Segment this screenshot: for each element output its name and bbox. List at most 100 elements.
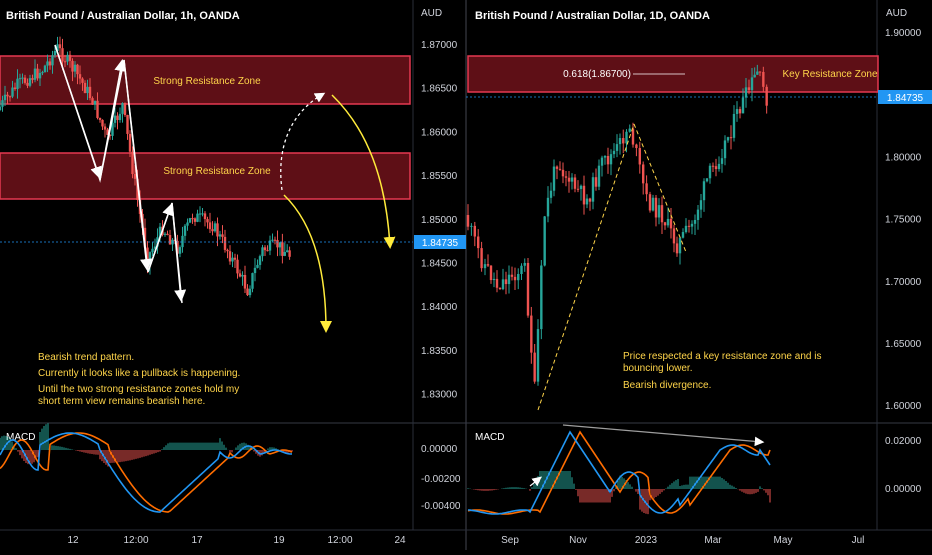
candle — [765, 86, 768, 106]
candle — [466, 215, 470, 227]
tick-label: 0.02000 — [885, 436, 922, 447]
candle — [103, 126, 107, 130]
candle — [8, 96, 12, 98]
candle — [735, 109, 739, 114]
candle — [228, 251, 232, 262]
candle — [549, 190, 553, 198]
candle — [660, 205, 664, 223]
candle — [226, 249, 229, 252]
candle — [615, 144, 619, 151]
left-macd-label: MACD — [6, 432, 35, 443]
candle — [188, 218, 192, 223]
tick-label: 1.84000 — [421, 302, 458, 313]
candle — [669, 218, 673, 229]
tick-label: 1.87000 — [421, 40, 458, 51]
candle — [206, 219, 209, 223]
candle — [0, 106, 2, 110]
left-price-tag-text: 1.84735 — [422, 238, 459, 249]
candle — [151, 248, 154, 253]
candle — [38, 72, 42, 79]
tick-label: 1.86500 — [421, 84, 458, 95]
candle — [597, 165, 601, 187]
candle — [501, 279, 505, 290]
candle — [76, 64, 79, 75]
candle — [498, 287, 502, 290]
right-macd-axis: 0.02000 0.00000 — [885, 436, 922, 495]
candle — [213, 223, 217, 232]
candle — [16, 78, 19, 89]
resistance-zone-1-label: Strong Resistance Zone — [153, 76, 261, 87]
candle — [278, 242, 282, 248]
left-y-axis: 1.87000 1.86500 1.86000 1.85500 1.85000 1.845… — [421, 40, 458, 401]
candle — [101, 119, 104, 127]
candle — [681, 232, 685, 238]
candle — [495, 278, 499, 288]
candle — [46, 61, 49, 66]
candle — [523, 262, 526, 266]
candle — [473, 225, 476, 237]
candle — [480, 248, 483, 269]
candle — [66, 54, 69, 62]
candle — [693, 219, 697, 224]
candle — [638, 148, 641, 165]
left-x-axis: 12 12:00 17 19 12:00 24 — [67, 535, 406, 546]
candle — [253, 267, 257, 274]
candle — [63, 61, 67, 63]
candle — [690, 223, 694, 227]
candle — [555, 166, 559, 169]
candle — [762, 71, 765, 87]
candle — [530, 315, 533, 353]
candle — [576, 188, 580, 190]
tick-label: 17 — [191, 535, 203, 546]
candle — [118, 113, 122, 121]
candle — [504, 279, 508, 285]
fib-label: 0.618(1.86700) — [563, 69, 631, 80]
right-x-axis: Sep Nov 2023 Mar May Jul — [501, 535, 864, 546]
candle — [73, 64, 77, 72]
candle — [470, 225, 473, 227]
candle — [116, 115, 119, 121]
candle — [28, 78, 32, 86]
candle — [273, 239, 277, 241]
tick-label: 0.00000 — [421, 444, 458, 455]
candle — [131, 151, 134, 175]
candle — [591, 177, 595, 202]
candle — [546, 197, 550, 217]
right-candles — [466, 64, 768, 386]
tick-label: Jul — [852, 535, 865, 546]
candle — [196, 213, 199, 222]
tick-label: 1.83500 — [421, 346, 458, 357]
right-y-axis: 1.900001.850001.800001.750001.700001.650… — [885, 28, 922, 412]
candle — [657, 205, 661, 218]
candle — [753, 74, 756, 78]
left-macd — [0, 423, 293, 513]
candle — [93, 100, 97, 105]
right-currency-label: AUD — [886, 8, 907, 19]
candle — [241, 274, 244, 277]
candle — [126, 114, 129, 134]
candle — [585, 198, 589, 205]
candle — [489, 265, 493, 281]
left-notes: Bearish trend pattern. Currently it look… — [38, 352, 240, 407]
left-chart: British Pound / Australian Dollar, 1h, O… — [0, 8, 466, 546]
candle — [666, 218, 670, 226]
right-chart-title: British Pound / Australian Dollar, 1D, O… — [475, 10, 710, 22]
left-projection-arrows — [280, 92, 396, 333]
candle — [579, 185, 583, 190]
resistance-zone-2 — [0, 152, 411, 200]
tick-label: Nov — [569, 535, 587, 546]
candle — [3, 94, 7, 101]
candle — [181, 235, 184, 248]
candle — [136, 178, 139, 200]
tick-label: 1.60000 — [885, 401, 922, 412]
candle — [663, 222, 667, 226]
candle — [672, 228, 676, 244]
candle — [121, 103, 124, 114]
candle — [36, 68, 39, 79]
left-macd-axis: 0.00000 -0.00200 -0.00400 — [421, 444, 461, 512]
candle — [651, 197, 655, 211]
candle — [41, 72, 44, 74]
candle — [266, 250, 269, 252]
candle — [81, 78, 84, 83]
candle — [88, 86, 92, 99]
